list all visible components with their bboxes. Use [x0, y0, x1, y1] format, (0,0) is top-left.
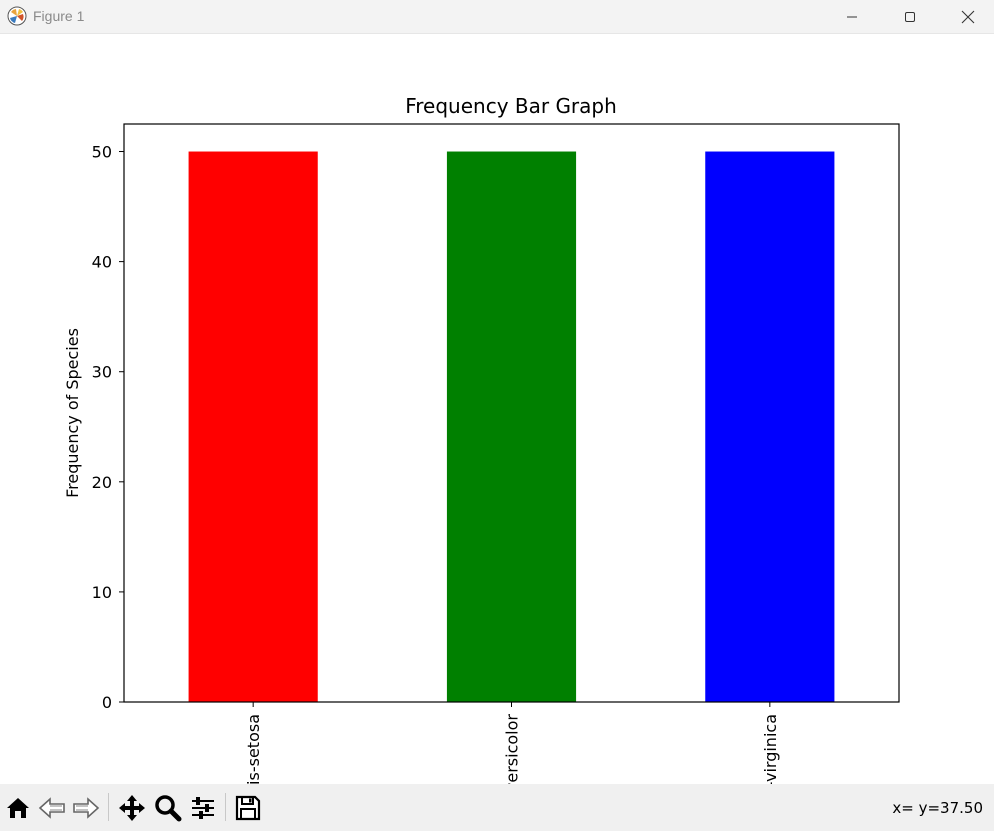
- bar-iris-virginica: [705, 151, 835, 702]
- y-tick-label: 30: [92, 363, 112, 382]
- title-bar: Figure 1: [0, 0, 994, 34]
- back-button[interactable]: [37, 793, 67, 823]
- x-coordinate: x=: [892, 799, 914, 817]
- y-tick-label: 20: [92, 473, 112, 492]
- back-arrow-icon: [38, 797, 65, 819]
- y-tick-label: 0: [102, 693, 112, 712]
- y-tick-label: 40: [92, 253, 112, 272]
- y-axis-label: Frequency of Species: [63, 328, 82, 498]
- y-tick-label: 50: [92, 143, 112, 162]
- minimize-icon: [847, 16, 857, 17]
- close-button[interactable]: [939, 0, 994, 33]
- cursor-coordinates: x= y=37.50: [892, 799, 983, 817]
- zoom-button[interactable]: [153, 793, 183, 823]
- maximize-icon: [905, 11, 915, 22]
- zoom-icon: [155, 795, 182, 822]
- x-tick-label: Iris-versicolor: [503, 714, 522, 784]
- save-button[interactable]: [233, 793, 263, 823]
- x-tick-label: Iris-setosa: [244, 714, 263, 784]
- home-icon: [7, 798, 29, 818]
- home-button[interactable]: [3, 793, 33, 823]
- bar-iris-setosa: [188, 151, 318, 702]
- navigation-toolbar: x= y=37.50: [0, 784, 994, 831]
- y-coordinate: y=37.50: [918, 799, 983, 817]
- bar-iris-versicolor: [446, 151, 577, 702]
- x-tick-label: Iris-virginica: [761, 714, 780, 784]
- window-title: Figure 1: [33, 8, 85, 24]
- chart-title: Frequency Bar Graph: [405, 94, 617, 118]
- forward-button[interactable]: [71, 793, 101, 823]
- maximize-button[interactable]: [881, 0, 939, 33]
- save-icon: [235, 795, 261, 821]
- pan-button[interactable]: [117, 793, 147, 823]
- forward-arrow-icon: [73, 797, 100, 819]
- subplots-icon: [192, 797, 214, 819]
- toolbar-separator: [225, 793, 226, 821]
- close-icon: [961, 10, 975, 23]
- matplotlib-logo-icon: [7, 6, 27, 26]
- toolbar-separator: [108, 793, 109, 821]
- y-tick-label: 10: [92, 583, 112, 602]
- configure-subplots-button[interactable]: [188, 793, 218, 823]
- bar-chart: Frequency Bar Graph 0 10 20 30 40 50 Iris-set…: [63, 94, 900, 784]
- pan-icon: [119, 795, 145, 821]
- minimize-button[interactable]: [823, 0, 881, 33]
- figure-canvas[interactable]: Frequency Bar Graph 0 10 20 30 40 50 Iris-set…: [0, 34, 994, 784]
